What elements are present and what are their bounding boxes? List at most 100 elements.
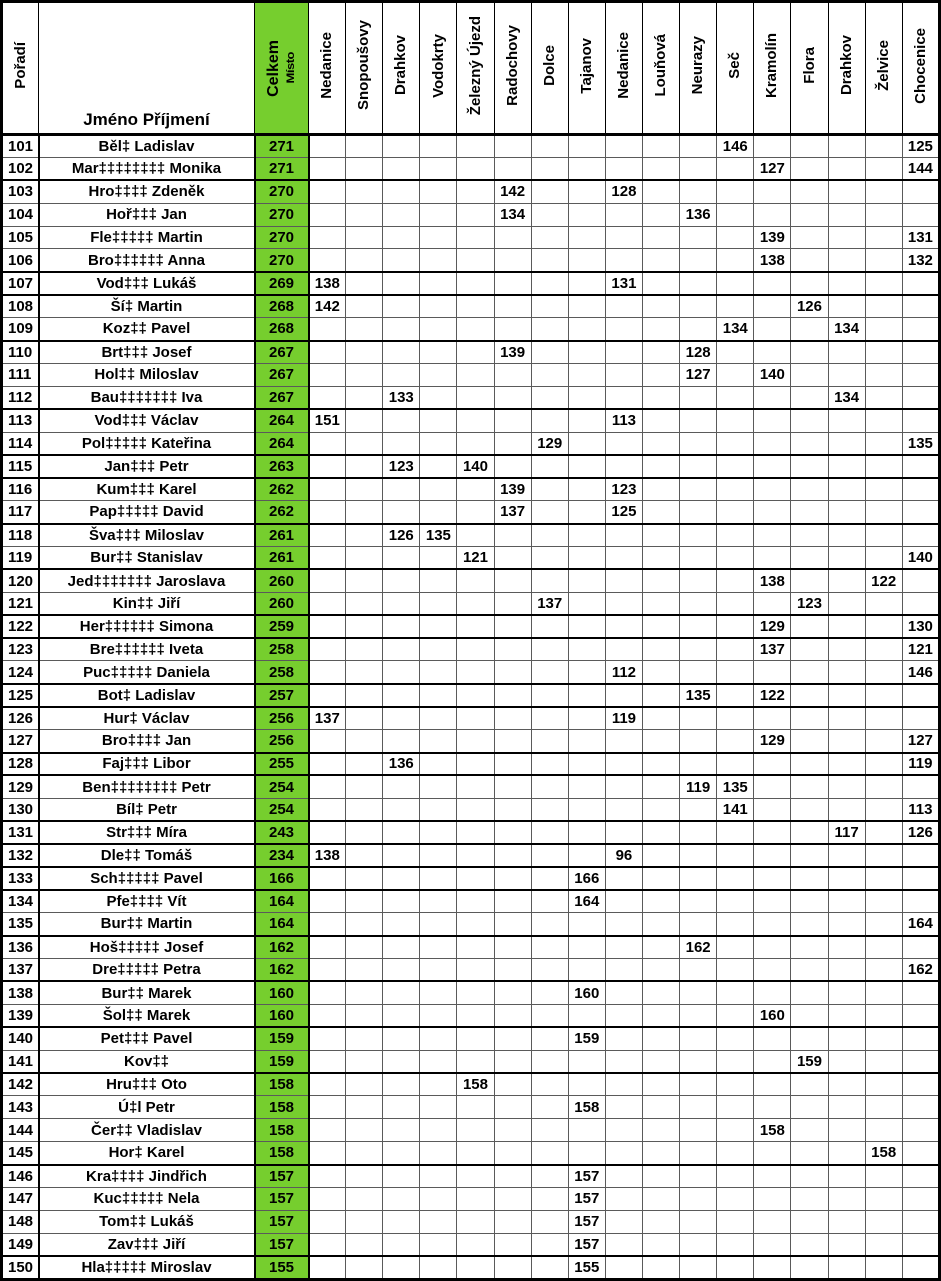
score-cell xyxy=(827,1209,866,1234)
score-cell xyxy=(641,179,681,204)
score-cell xyxy=(679,660,718,685)
score-cell xyxy=(641,523,681,548)
score-cell xyxy=(753,202,792,227)
name-cell: Koz‡‡ Pavel xyxy=(38,317,256,342)
score-cell xyxy=(382,866,421,891)
score-cell xyxy=(716,294,755,319)
score-cell xyxy=(641,591,681,617)
total-cell: 160 xyxy=(253,980,310,1005)
score-cell xyxy=(307,477,347,502)
score-cell xyxy=(493,385,532,411)
score-cell xyxy=(901,683,941,708)
score-cell: 119 xyxy=(901,752,941,777)
score-cell xyxy=(827,797,866,823)
score-cell: 127 xyxy=(753,156,792,182)
score-cell xyxy=(419,1003,458,1029)
score-cell xyxy=(567,385,606,411)
total-cell: 256 xyxy=(253,706,310,731)
score-cell xyxy=(679,797,718,823)
venue-column-header-label: Vodokrty xyxy=(429,33,447,98)
score-cell xyxy=(679,1095,718,1120)
venue-column-header-6: Radochovy xyxy=(493,1,532,136)
score-cell: 157 xyxy=(567,1164,606,1188)
rank-cell: 108 xyxy=(0,294,40,319)
table-row: 143 Ú‡l Petr 158 158 xyxy=(0,1095,941,1120)
table-row: 101 Běl‡ Ladislav 271 146 125 xyxy=(0,134,941,158)
name-cell: Dle‡‡ Tomáš xyxy=(38,843,256,868)
score-cell xyxy=(382,362,421,387)
score-cell xyxy=(307,500,347,525)
name-cell: Šol‡‡ Marek xyxy=(38,1003,256,1029)
score-cell xyxy=(604,1232,643,1258)
score-cell xyxy=(382,843,421,868)
score-cell xyxy=(790,706,829,731)
score-cell xyxy=(864,1072,903,1097)
score-cell xyxy=(307,179,347,204)
score-cell xyxy=(679,820,718,846)
total-cell: 268 xyxy=(253,317,310,342)
score-cell xyxy=(604,591,643,617)
venue-column-header-11: Neurazy xyxy=(679,1,718,136)
table-row: 118 Šva‡‡‡ Miloslav 261 126 135 xyxy=(0,523,941,548)
score-cell xyxy=(604,797,643,823)
score-cell xyxy=(679,729,718,754)
name-cell: Běl‡ Ladislav xyxy=(38,134,256,158)
score-cell xyxy=(604,958,643,983)
score-cell xyxy=(419,362,458,387)
score-cell: 139 xyxy=(753,225,792,250)
name-cell: Kov‡‡ xyxy=(38,1049,256,1075)
score-cell xyxy=(641,1232,681,1258)
score-cell xyxy=(345,271,384,296)
score-cell xyxy=(864,385,903,411)
score-cell: 157 xyxy=(567,1186,606,1211)
score-cell: 127 xyxy=(679,362,718,387)
score-cell xyxy=(530,454,569,479)
score-cell xyxy=(567,774,606,799)
venue-column-header-7: Dolce xyxy=(530,1,569,136)
score-cell xyxy=(604,1026,643,1051)
score-cell xyxy=(493,797,532,823)
score-cell xyxy=(827,340,866,364)
score-cell xyxy=(641,752,681,777)
total-cell: 257 xyxy=(253,683,310,708)
name-cell: Hro‡‡‡‡ Zdeněk xyxy=(38,179,256,204)
score-cell xyxy=(456,202,495,227)
score-cell xyxy=(901,500,941,525)
score-cell xyxy=(345,591,384,617)
score-cell xyxy=(530,568,569,593)
table-row: 127 Bro‡‡‡‡ Jan 256 129 127 xyxy=(0,729,941,754)
score-cell xyxy=(901,1141,941,1166)
score-cell xyxy=(901,843,941,868)
score-cell xyxy=(382,637,421,662)
score-cell xyxy=(567,340,606,364)
rank-cell: 141 xyxy=(0,1049,40,1075)
score-cell xyxy=(604,523,643,548)
score-cell: 126 xyxy=(790,294,829,319)
total-cell: 159 xyxy=(253,1026,310,1051)
table-row: 107 Vod‡‡‡ Lukáš 269 138 131 xyxy=(0,271,941,296)
score-cell xyxy=(790,683,829,708)
score-cell xyxy=(827,1049,866,1075)
score-cell xyxy=(901,889,941,914)
score-cell xyxy=(790,225,829,250)
total-cell: 159 xyxy=(253,1049,310,1075)
total-cell: 262 xyxy=(253,477,310,502)
score-cell: 112 xyxy=(604,660,643,685)
score-cell xyxy=(716,820,755,846)
score-cell xyxy=(382,1072,421,1097)
score-cell xyxy=(604,683,643,708)
score-cell xyxy=(901,866,941,891)
score-cell xyxy=(790,980,829,1005)
score-cell xyxy=(419,1232,458,1258)
score-cell xyxy=(901,1003,941,1029)
rank-cell: 112 xyxy=(0,385,40,411)
score-cell xyxy=(827,454,866,479)
score-cell xyxy=(567,225,606,250)
score-cell xyxy=(641,935,681,960)
score-cell xyxy=(493,1095,532,1120)
score-cell xyxy=(419,752,458,777)
rank-cell: 149 xyxy=(0,1232,40,1258)
score-cell xyxy=(345,1232,384,1258)
score-cell xyxy=(456,752,495,777)
total-cell: 267 xyxy=(253,340,310,364)
